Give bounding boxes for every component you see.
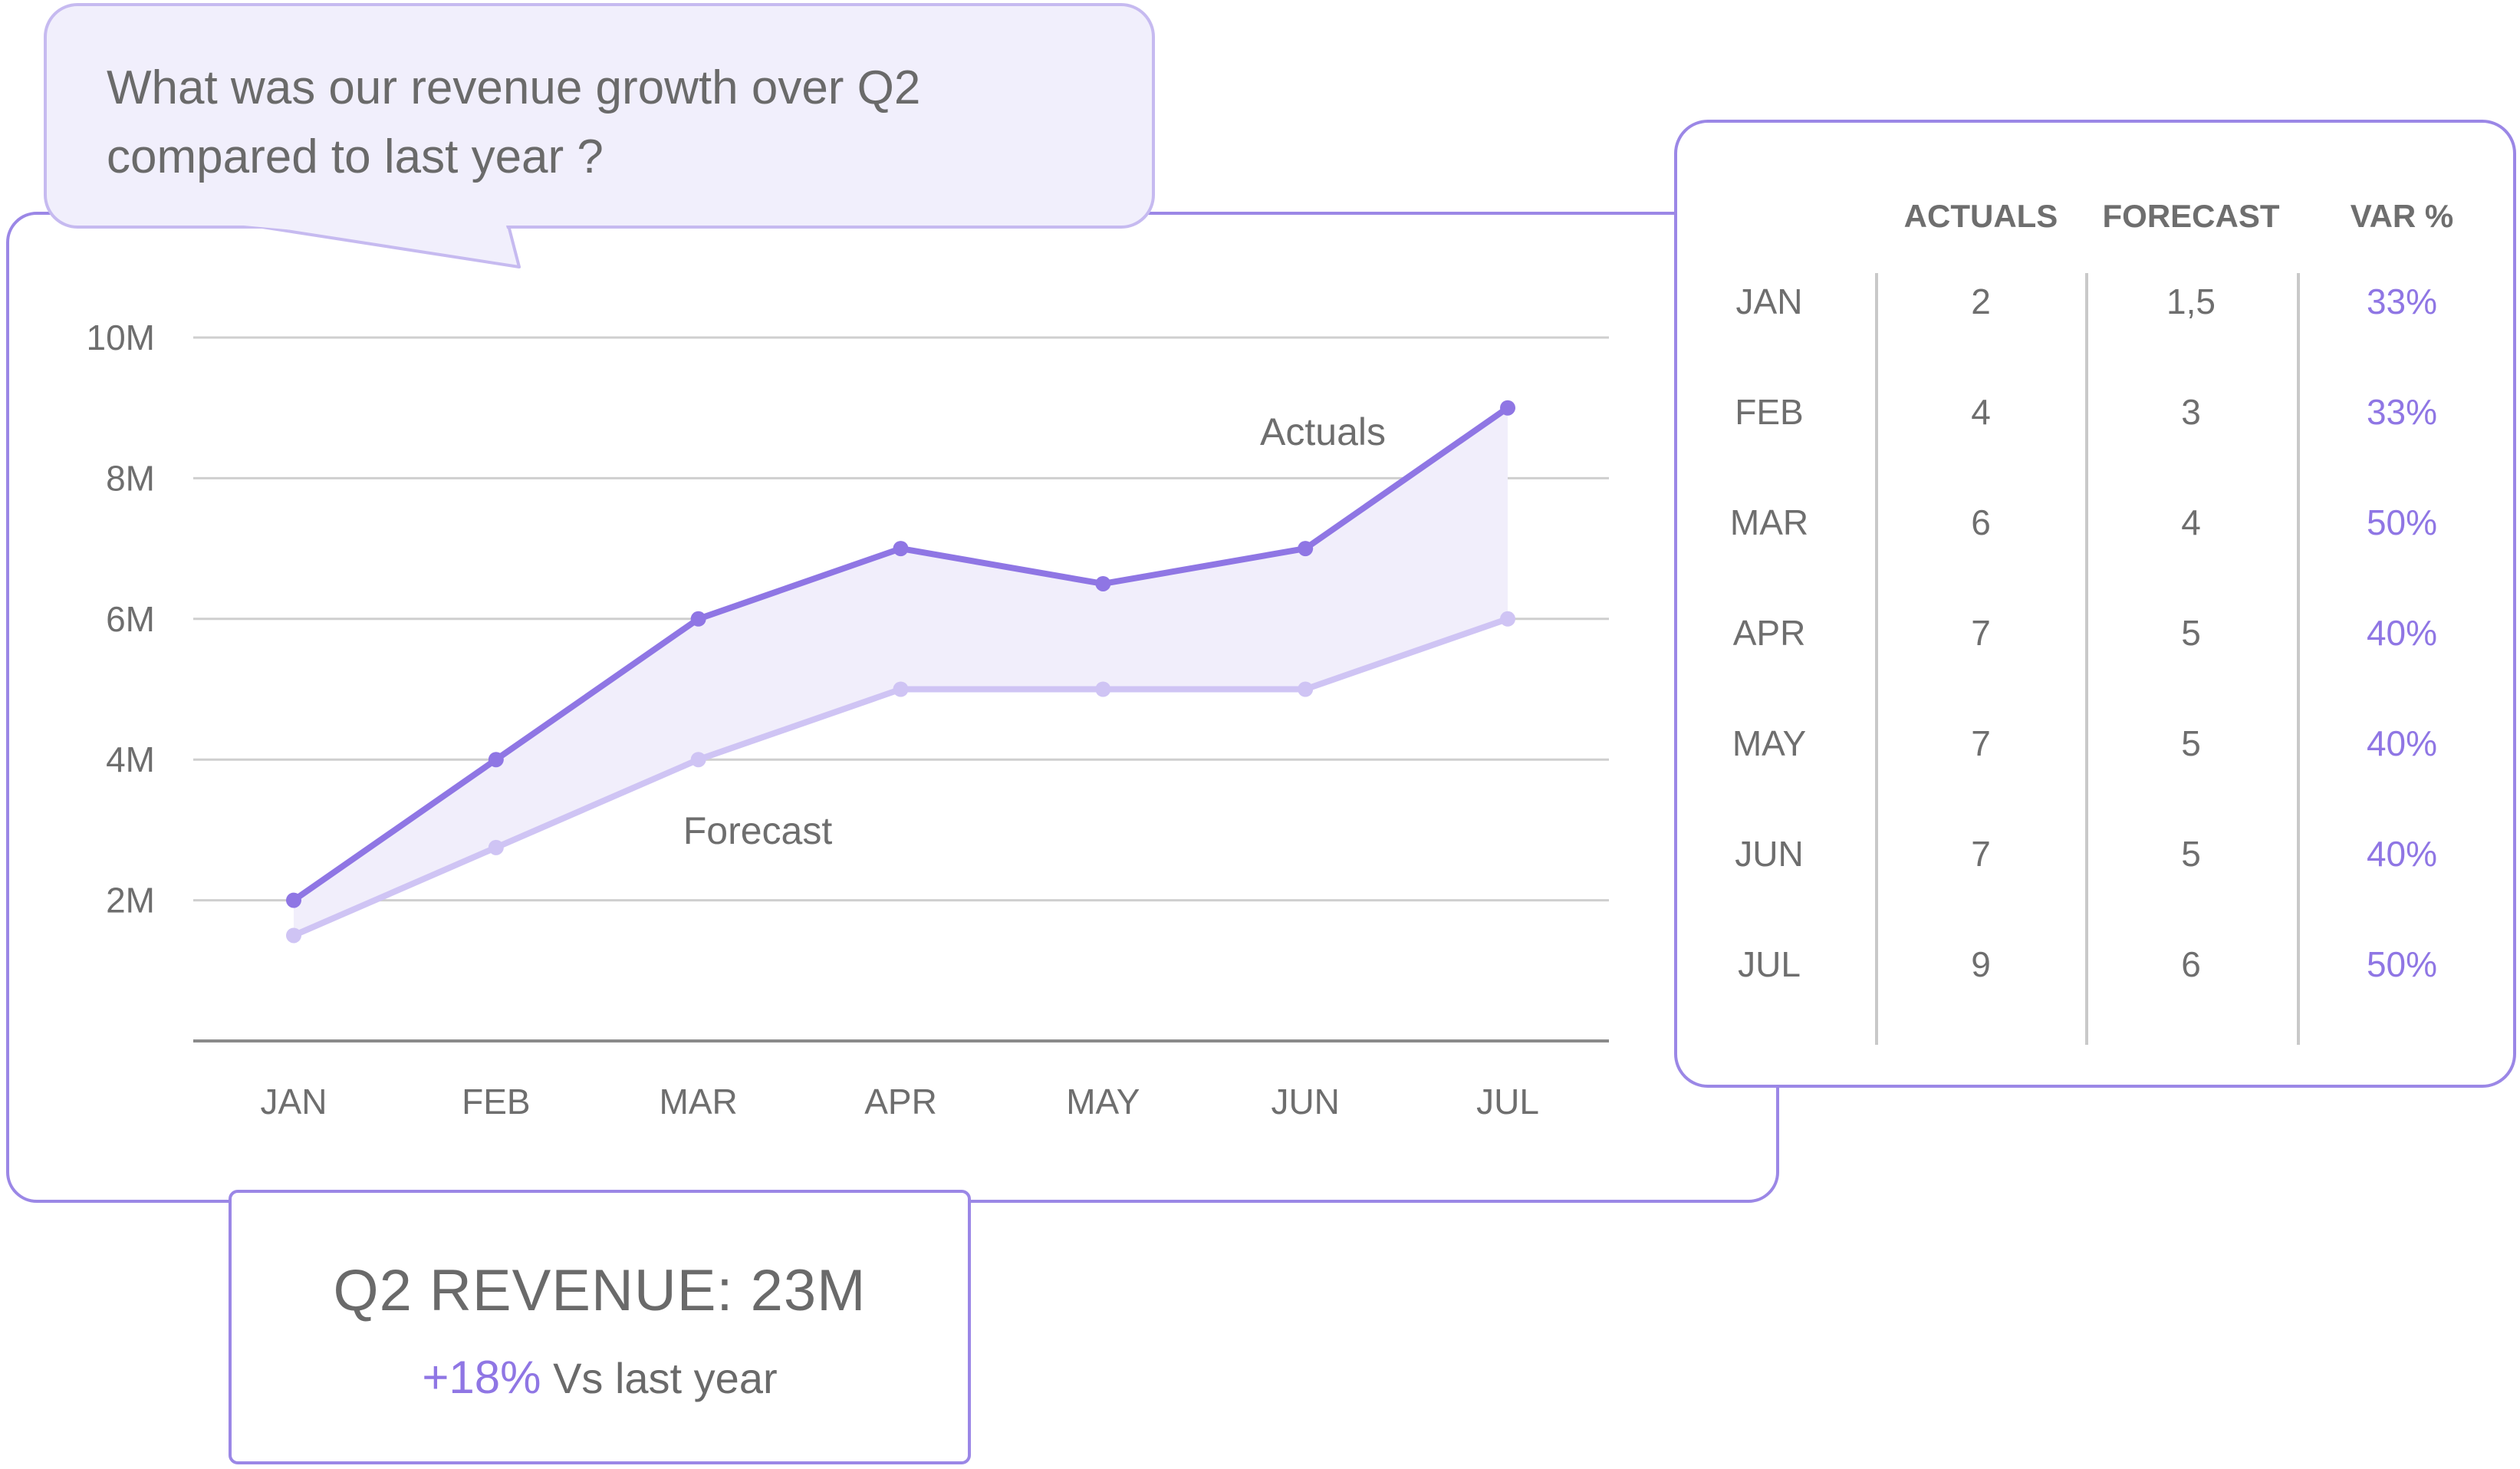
actuals-data-point: [1500, 400, 1515, 416]
table-cell-month: JUN: [1735, 834, 1804, 874]
actuals-data-point: [1298, 541, 1314, 557]
actuals-data-point: [488, 752, 504, 768]
x-tick-label: APR: [864, 1082, 937, 1122]
table-cell-var: 50%: [2366, 944, 2438, 984]
table-cell-forecast: 6: [2181, 944, 2201, 984]
actuals-data-point: [1095, 575, 1111, 591]
table-cell-month: FEB: [1735, 392, 1804, 432]
forecast-data-point: [1298, 681, 1314, 697]
forecast-data-point: [1095, 681, 1111, 697]
x-tick-label: FEB: [462, 1082, 530, 1122]
table-cell-forecast: 1,5: [2166, 282, 2216, 321]
table-column-divider: [2297, 273, 2300, 1045]
table-cell-month: APR: [1732, 613, 1806, 653]
growth-percentage: +18%: [422, 1352, 541, 1403]
q2-revenue-title: Q2 REVENUE: 23M: [333, 1258, 867, 1323]
x-tick-label: JUL: [1476, 1082, 1539, 1122]
table-cell-forecast: 5: [2181, 723, 2201, 763]
table-column-divider: [2085, 273, 2088, 1045]
growth-line: +18% Vs last year: [232, 1351, 968, 1404]
table-cell-actuals: 7: [1971, 834, 1991, 874]
table-cell-month: JUL: [1738, 944, 1801, 984]
y-tick-label: 10M: [87, 318, 155, 357]
x-tick-label: JUN: [1271, 1082, 1339, 1122]
table-cell-var: 40%: [2366, 834, 2438, 874]
forecast-data-point: [286, 927, 301, 944]
question-line-2: compared to last year ?: [107, 130, 604, 183]
forecast-data-point: [690, 752, 706, 768]
comparison-text: Vs last year: [553, 1354, 778, 1402]
table-cell-month: MAR: [1729, 502, 1809, 542]
column-header-actuals: ACTUALS: [1903, 198, 2058, 234]
actuals-data-point: [893, 541, 909, 557]
column-header-var: VAR %: [2350, 198, 2454, 234]
forecast-data-point: [893, 681, 909, 697]
table-column-divider: [1875, 273, 1878, 1045]
table-cell-actuals: 6: [1971, 502, 1991, 542]
table-cell-month: MAY: [1732, 723, 1807, 763]
table-cell-var: 50%: [2366, 502, 2438, 542]
table-cell-actuals: 2: [1971, 282, 1991, 321]
table-cell-actuals: 7: [1971, 613, 1991, 653]
chart-card: 2M 4M 6M 8M 10M JAN FEB MAR APR MAY JUN JUL Actuals F…: [6, 212, 1779, 1203]
y-tick-label: 2M: [106, 881, 155, 921]
forecast-data-point: [488, 839, 504, 855]
y-tick-label: 4M: [106, 739, 155, 779]
actuals-data-point: [690, 611, 706, 627]
y-tick-label: 6M: [106, 599, 155, 639]
summary-card: Q2 REVENUE: 23M +18% Vs last year: [229, 1190, 971, 1464]
table-cell-forecast: 4: [2181, 502, 2201, 542]
y-tick-label: 8M: [106, 458, 155, 498]
actuals-data-point: [286, 892, 301, 908]
table-cell-forecast: 5: [2181, 834, 2201, 874]
table-cell-month: JAN: [1735, 282, 1803, 321]
forecast-data-point: [1500, 611, 1515, 627]
table-cell-actuals: 4: [1971, 392, 1991, 432]
question-line-1: What was our revenue growth over Q2: [107, 61, 921, 114]
column-header-forecast: FORECAST: [2102, 198, 2280, 234]
question-bubble: What was our revenue growth over Q2 comp…: [44, 3, 1155, 229]
table-cell-actuals: 9: [1971, 944, 1991, 984]
x-tick-label: JAN: [261, 1082, 327, 1122]
table-cell-var: 40%: [2366, 723, 2438, 763]
x-tick-label: MAY: [1066, 1082, 1140, 1122]
table-cell-var: 33%: [2366, 282, 2438, 321]
table-cell-var: 40%: [2366, 613, 2438, 653]
table-cell-forecast: 5: [2181, 613, 2201, 653]
series-label-forecast: Forecast: [683, 809, 833, 852]
table-cell-var: 33%: [2366, 392, 2438, 432]
table-cell-forecast: 3: [2181, 392, 2201, 432]
x-tick-label: MAR: [660, 1082, 738, 1122]
table-cell-actuals: 7: [1971, 723, 1991, 763]
series-label-actuals: Actuals: [1260, 410, 1386, 453]
revenue-line-chart: 2M 4M 6M 8M 10M JAN FEB MAR APR MAY JUN JUL Actuals F…: [87, 318, 1609, 1122]
data-table-card: ACTUALS FORECAST VAR % JAN 2 1,5 33% FEB 4 3 33% MA…: [1674, 120, 2516, 1088]
question-text: What was our revenue growth over Q2 comp…: [107, 54, 1134, 192]
